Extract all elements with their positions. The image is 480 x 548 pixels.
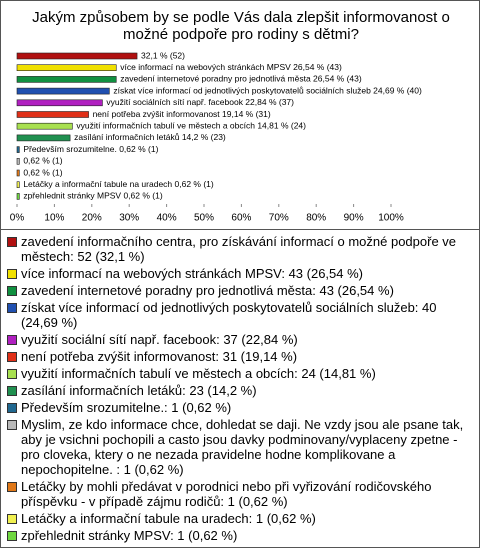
x-tick-label: 80% — [306, 213, 326, 224]
legend-swatch — [7, 531, 17, 541]
value-label: zavedení internetové poradny pro jednotl… — [120, 74, 362, 84]
plot: 0% 10% 20% 30% 40% 50% 60% 70% 80% 90% 100% 32,1 % … — [10, 50, 422, 224]
value-label: využití informačních tabulí ve městech a… — [76, 120, 306, 130]
value-label: 0,62 % (1) — [23, 156, 62, 166]
legend-swatch — [7, 237, 17, 247]
legend-label: více informací na webových stránkách MPS… — [21, 266, 364, 281]
x-tick-label: 100% — [378, 213, 404, 224]
value-label: zpřehlednit stránky MPSV 0,62 % (1) — [23, 191, 163, 201]
legend-item: využití sociální sítí např. facebook: 37… — [7, 332, 475, 347]
legend-label: využití informačních tabulí ve městech a… — [21, 366, 376, 381]
x-tick-label: 20% — [82, 213, 102, 224]
legend-item: není potřeba zvýšit informovanost: 31 (1… — [7, 349, 475, 364]
bar — [16, 181, 20, 188]
bar — [16, 158, 20, 165]
bar — [16, 169, 20, 177]
value-label: využití sociálních sítí např. facebook 2… — [106, 97, 294, 107]
legend-label: využití sociální sítí např. facebook: 37… — [21, 332, 298, 347]
value-label: 32,1 % (52) — [141, 50, 185, 60]
legend-item: zpřehlednit stránky MPSV: 1 (0,62 %) — [7, 528, 475, 543]
legend-item: Letáčky by mohli předávat v porodnici ne… — [7, 479, 475, 509]
bar — [16, 87, 110, 95]
legend-label: zpřehlednit stránky MPSV: 1 (0,62 %) — [21, 528, 238, 543]
value-label: 0,62 % (1) — [23, 167, 62, 177]
legend-item: zavedení internetové poradny pro jednotl… — [7, 283, 475, 298]
legend-label: získat více informací od jednotlivých po… — [21, 300, 437, 330]
x-tick-label: 30% — [119, 213, 139, 224]
legend-swatch — [7, 514, 17, 524]
bar — [16, 111, 89, 118]
chart-title: Jakým způsobem by se podle Vás dala zlep… — [32, 9, 450, 43]
legend-item: Především srozumitelne.: 1 (0,62 %) — [7, 400, 475, 415]
legend-swatch — [7, 482, 17, 492]
value-label: zasílání informačních letáků 14,2 % (23) — [74, 132, 226, 142]
value-label: není potřeba zvýšit informovanost 19,14 … — [93, 109, 271, 119]
legend-label: Myslim, ze kdo informace chce, dohledat … — [21, 417, 464, 477]
legend-swatch — [7, 420, 17, 430]
legend-swatch — [7, 403, 17, 413]
legend-label: Především srozumitelne.: 1 (0,62 %) — [21, 400, 232, 415]
legend: zavedení informačního centra, pro získáv… — [1, 229, 479, 545]
legend-swatch — [7, 303, 17, 313]
x-tick-label: 0% — [10, 213, 25, 224]
bar — [16, 76, 117, 83]
legend-item: zasílání informačních letáků: 23 (14,2 %… — [7, 383, 475, 398]
value-label: Především srozumitelne. 0,62 % (1) — [23, 144, 158, 154]
bar — [16, 134, 71, 142]
x-tick-label: 10% — [44, 213, 64, 224]
legend-label: zavedení internetové poradny pro jednotl… — [21, 283, 394, 298]
legend-label: zavedení informačního centra, pro získáv… — [21, 234, 457, 264]
legend-item: získat více informací od jednotlivých po… — [7, 300, 475, 330]
bar — [16, 122, 73, 130]
bar — [16, 99, 103, 107]
x-tick-label: 40% — [157, 213, 177, 224]
legend-item: více informací na webových stránkách MPS… — [7, 266, 475, 281]
legend-swatch — [7, 369, 17, 379]
bar — [16, 146, 20, 153]
legend-swatch — [7, 386, 17, 396]
bar — [16, 64, 117, 72]
legend-item: Letáčky a informační tabule na uradech: … — [7, 511, 475, 526]
legend-swatch — [7, 286, 17, 296]
x-tick-label: 50% — [194, 213, 214, 224]
legend-item: Myslim, ze kdo informace chce, dohledat … — [7, 417, 475, 477]
x-tick-label: 70% — [269, 213, 289, 224]
bar — [16, 193, 20, 200]
legend-item: využití informačních tabulí ve městech a… — [7, 366, 475, 381]
x-tick-label: 90% — [344, 213, 364, 224]
value-label: více informací na webových stránkách MPS… — [120, 62, 342, 72]
legend-swatch — [7, 269, 17, 279]
value-label: získat více informací od jednotlivých po… — [113, 85, 422, 95]
legend-label: Letáčky a informační tabule na uradech: … — [21, 511, 316, 526]
legend-swatch — [7, 335, 17, 345]
legend-label: není potřeba zvýšit informovanost: 31 (1… — [21, 349, 298, 364]
legend-item: zavedení informačního centra, pro získáv… — [7, 234, 475, 264]
bar — [16, 52, 138, 60]
legend-label: Letáčky by mohli předávat v porodnici ne… — [21, 479, 432, 509]
legend-swatch — [7, 352, 17, 362]
x-tick-label: 60% — [231, 213, 251, 224]
legend-label: zasílání informačních letáků: 23 (14,2 %… — [21, 383, 257, 398]
value-label: Letáčky a informační tabule na uradech 0… — [23, 179, 214, 189]
